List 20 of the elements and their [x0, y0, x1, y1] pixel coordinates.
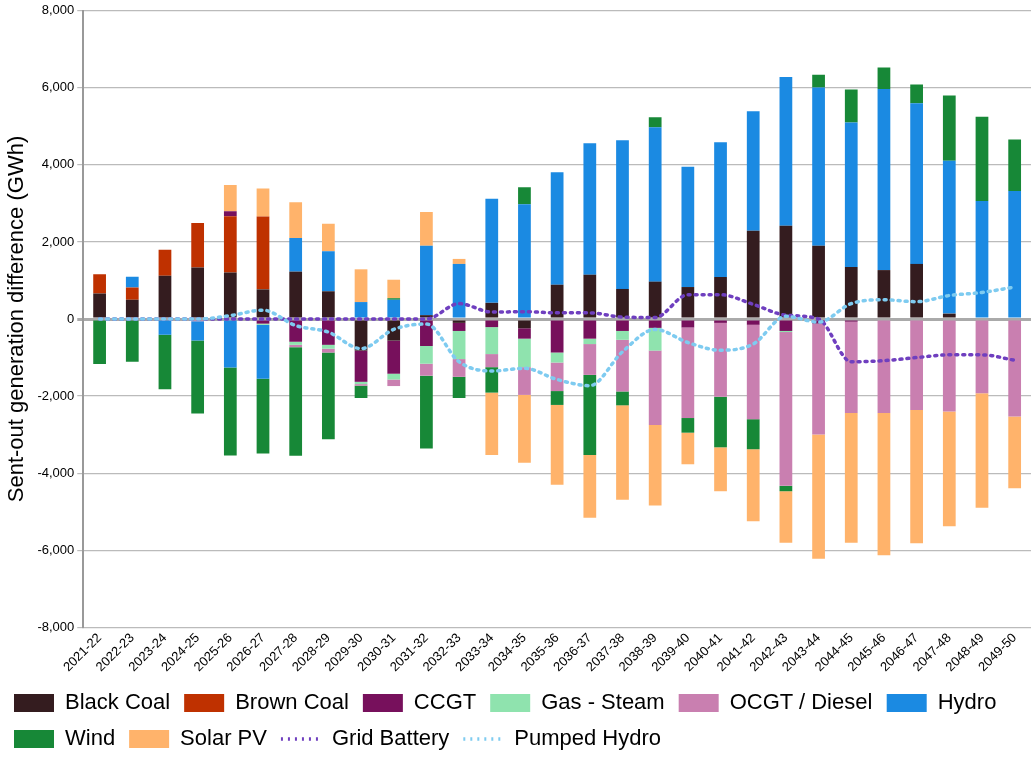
legend-label: Gas - Steam — [541, 689, 665, 715]
y-tick-label: 0 — [67, 310, 75, 326]
legend-label: Pumped Hydro — [514, 725, 662, 751]
y-tick-label: 8,000 — [41, 2, 75, 18]
legend-label: Wind — [65, 725, 116, 751]
legend-label: Solar PV — [180, 725, 268, 751]
legend-label: Grid Battery — [331, 725, 450, 751]
legend-label: OCGT / Diesel — [729, 689, 873, 715]
y-tick-label: -2,000 — [37, 387, 75, 403]
legend-label: Brown Coal — [235, 689, 349, 715]
y-tick-label: 6,000 — [41, 79, 75, 95]
y-tick-label: -8,000 — [37, 618, 75, 634]
legend-label: Hydro — [937, 689, 997, 715]
y-tick-label: 4,000 — [41, 156, 75, 172]
y-tick-label: 2,000 — [41, 233, 75, 249]
y-tick-label: -6,000 — [37, 541, 75, 557]
y-tick-label: -4,000 — [37, 464, 75, 480]
y-axis-title: Sent-out generation difference (GWh) — [3, 135, 29, 503]
legend-label: Black Coal — [65, 689, 171, 715]
legend-label: CCGT — [413, 689, 477, 715]
